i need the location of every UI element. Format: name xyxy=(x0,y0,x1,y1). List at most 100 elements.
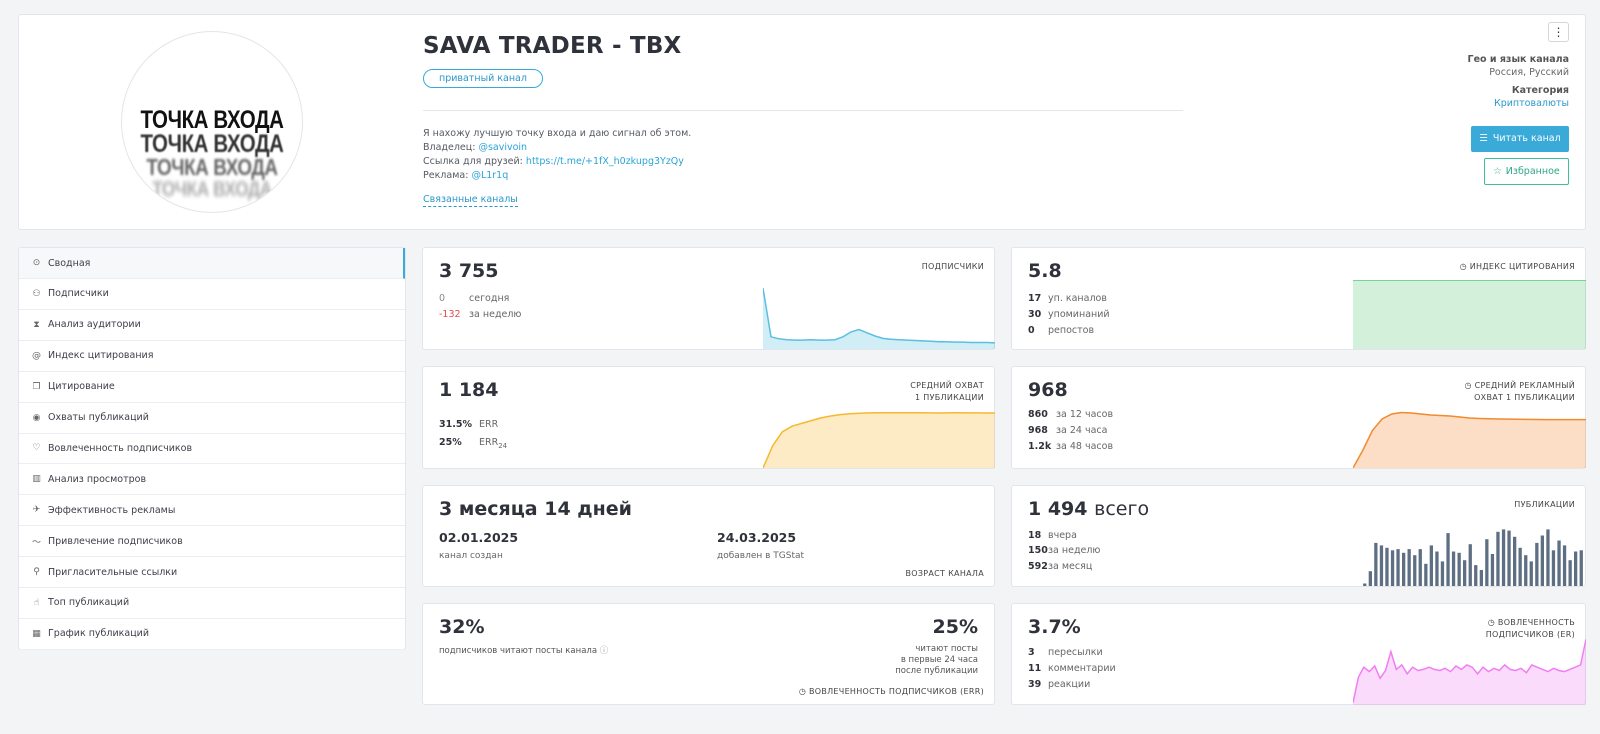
posts-bar xyxy=(1546,529,1550,586)
favorite-button[interactable]: ☆ Избранное xyxy=(1484,158,1569,185)
sidebar-item-8[interactable]: ✈ Эффективность рекламы xyxy=(19,495,405,527)
sidebar-item-icon: @ xyxy=(32,350,41,361)
er-comments-value: 11 xyxy=(1028,663,1042,674)
er-chart xyxy=(1353,639,1586,705)
subscribers-title: ПОДПИСЧИКИ xyxy=(921,262,984,271)
reach-value: 1 184 xyxy=(439,379,499,401)
sidebar-item-11[interactable]: ☝ Топ публикаций xyxy=(19,588,405,619)
ad-reach-title: ◷ СРЕДНИЙ РЕКЛАМНЫЙ ОХВАТ 1 ПУБЛИКАЦИИ xyxy=(1465,380,1575,404)
er-forwards-label: пересылки xyxy=(1048,647,1103,658)
er-value: 3.7% xyxy=(1028,616,1081,638)
list-icon: ☰ xyxy=(1479,133,1488,144)
ads-link[interactable]: @L1r1q xyxy=(471,170,509,181)
subscribers-week-value: -132 xyxy=(439,309,461,320)
reach-line xyxy=(763,411,995,468)
posts-bar xyxy=(1468,544,1472,586)
reach-card[interactable]: 1 184 СРЕДНИЙ ОХВАТ 1 ПУБЛИКАЦИИ 31.5% ERR… xyxy=(422,366,995,469)
er-card[interactable]: 3.7% ◷ ВОВЛЕЧЕННОСТЬ ПОДПИСЧИКОВ (ER) 3 пе… xyxy=(1011,603,1586,705)
channel-header: ТОЧКА ВХОДА ТОЧКА ВХОДА ТОЧКА ВХОДА ТОЧК… xyxy=(18,14,1586,230)
category-link[interactable]: Криптовалюты xyxy=(1493,98,1569,109)
sidebar-item-0[interactable]: ⊙ Сводная xyxy=(19,248,405,279)
ad-reach-24h-label: за 24 часа xyxy=(1056,425,1108,436)
sidebar-item-label: Анализ аудитории xyxy=(48,319,141,331)
channel-avatar: ТОЧКА ВХОДА ТОЧКА ВХОДА ТОЧКА ВХОДА ТОЧК… xyxy=(121,31,303,213)
err24-label-text: ERR xyxy=(479,437,499,448)
err-label: ERR xyxy=(479,419,499,430)
more-menu-button[interactable]: ⋮ xyxy=(1548,22,1569,42)
posts-chart xyxy=(1363,529,1583,586)
ads-label: Реклама: xyxy=(423,170,469,181)
sidebar-item-1[interactable]: ⚇ Подписчики xyxy=(19,279,405,310)
citation-mentions-label: упоминаний xyxy=(1048,309,1110,320)
friends-link-line: Ссылка для друзей: https://t.me/+1fX_h0z… xyxy=(423,156,684,167)
ad-reach-48h-label: за 48 часов xyxy=(1056,441,1114,452)
posts-card[interactable]: 1 494 всего ПУБЛИКАЦИИ 18 вчера 150 за нед… xyxy=(1011,485,1586,587)
err-percent: 32% xyxy=(439,616,485,638)
posts-month-label: за месяц xyxy=(1048,561,1093,572)
sidebar-item-10[interactable]: ⚲ Пригласительные ссылки xyxy=(19,557,405,588)
channel-age-card[interactable]: 3 месяца 14 дней 02.01.2025 канал создан… xyxy=(422,485,995,587)
star-icon: ☆ xyxy=(1493,166,1502,177)
sidebar-item-icon: ❐ xyxy=(32,381,41,392)
posts-bar xyxy=(1579,550,1583,586)
posts-bar xyxy=(1440,561,1445,586)
ad-reach-chart xyxy=(1353,411,1586,468)
err24-description-line-1: читают посты xyxy=(915,644,978,654)
owner-link[interactable]: @savivoin xyxy=(478,142,528,153)
citation-card[interactable]: 5.8 ◷ ИНДЕКС ЦИТИРОВАНИЯ 17 уп. каналов 3… xyxy=(1011,247,1586,350)
posts-bar xyxy=(1540,535,1544,586)
geo-value: Россия, Русский xyxy=(1489,67,1569,78)
ad-reach-card[interactable]: 968 ◷ СРЕДНИЙ РЕКЛАМНЫЙ ОХВАТ 1 ПУБЛИКАЦИ… xyxy=(1011,366,1586,469)
posts-bar xyxy=(1485,539,1489,586)
sidebar-item-label: Топ публикаций xyxy=(48,597,130,609)
sidebar-item-4[interactable]: ❐ Цитирование xyxy=(19,372,405,403)
sidebar-item-label: Эффективность рекламы xyxy=(48,504,176,516)
read-channel-button[interactable]: ☰ Читать канал xyxy=(1471,126,1569,152)
ad_reach-line xyxy=(1353,411,1586,468)
posts-bar xyxy=(1524,555,1528,586)
sidebar-item-icon: ⊙ xyxy=(32,258,41,268)
er-line xyxy=(1353,639,1586,703)
err-card[interactable]: 32% подписчиков читают посты канала ⓘ 25… xyxy=(422,603,995,705)
avatar-logo-line-2: ТОЧКА ВХОДА xyxy=(140,130,284,158)
created-label: канал создан xyxy=(439,551,503,561)
posts-bar xyxy=(1402,552,1406,586)
sidebar-item-5[interactable]: ◉ Охваты публикаций xyxy=(19,403,405,434)
reach-title-line-2: 1 ПУБЛИКАЦИИ xyxy=(915,393,984,402)
posts-bar xyxy=(1385,547,1389,586)
sidebar-item-2[interactable]: ⧗ Анализ аудитории xyxy=(19,310,405,341)
sidebar-item-6[interactable]: ♡ Вовлеченность подписчиков xyxy=(19,433,405,465)
related-channels-link[interactable]: Связанные каналы xyxy=(423,194,518,207)
posts-bar xyxy=(1363,583,1367,586)
er-comments-label: комментарии xyxy=(1048,663,1116,674)
channel-title: SAVA TRADER - TBX xyxy=(423,33,682,59)
sidebar-item-icon: ◉ xyxy=(32,412,41,423)
added-label: добавлен в TGStat xyxy=(717,551,805,561)
ad-reach-title-line-2: ОХВАТ 1 ПУБЛИКАЦИИ xyxy=(1474,393,1575,402)
posts-bar xyxy=(1451,551,1456,586)
subscribers-today-row: 0 сегодня xyxy=(439,293,509,304)
posts-bar xyxy=(1418,549,1422,586)
posts-bar xyxy=(1518,547,1522,586)
er-title-line-2: ПОДПИСЧИКОВ (ER) xyxy=(1485,630,1575,639)
sidebar-item-label: Анализ просмотров xyxy=(48,473,147,485)
posts-bar xyxy=(1529,561,1533,586)
er-title-line-1: ◷ ВОВЛЕЧЕННОСТЬ xyxy=(1486,617,1575,629)
reach-title-line-1: СРЕДНИЙ ОХВАТ xyxy=(910,381,984,390)
sidebar-item-7[interactable]: ▥ Анализ просмотров xyxy=(19,464,405,496)
sidebar-item-12[interactable]: ▦ График публикаций xyxy=(19,619,405,650)
posts-bar xyxy=(1557,540,1561,586)
citation-row-2: 30 упоминаний xyxy=(1028,309,1110,320)
sidebar-item-9[interactable]: 〜 Привлечение подписчиков xyxy=(19,526,405,558)
avatar-logo-line-3: ТОЧКА ВХОДА xyxy=(146,154,278,180)
sidebar-item-icon: ⚲ xyxy=(33,567,40,577)
sidebar-item-icon: ⧗ xyxy=(33,319,40,330)
sidebar-item-3[interactable]: @ Индекс цитирования xyxy=(19,341,405,372)
subscribers-count: 3 755 xyxy=(439,260,499,282)
ad-reach-24h-value: 968 xyxy=(1028,425,1048,436)
channel-age-title: ВОЗРАСТ КАНАЛА xyxy=(905,569,984,578)
err24-description-line-2: в первые 24 часа xyxy=(900,655,978,665)
info-icon[interactable]: ⓘ xyxy=(599,646,609,656)
subscribers-card[interactable]: 3 755 ПОДПИСЧИКИ 0 сегодня -132 за неделю xyxy=(422,247,995,350)
friends-link[interactable]: https://t.me/+1fX_h0zkupg3YzQy xyxy=(525,156,684,167)
